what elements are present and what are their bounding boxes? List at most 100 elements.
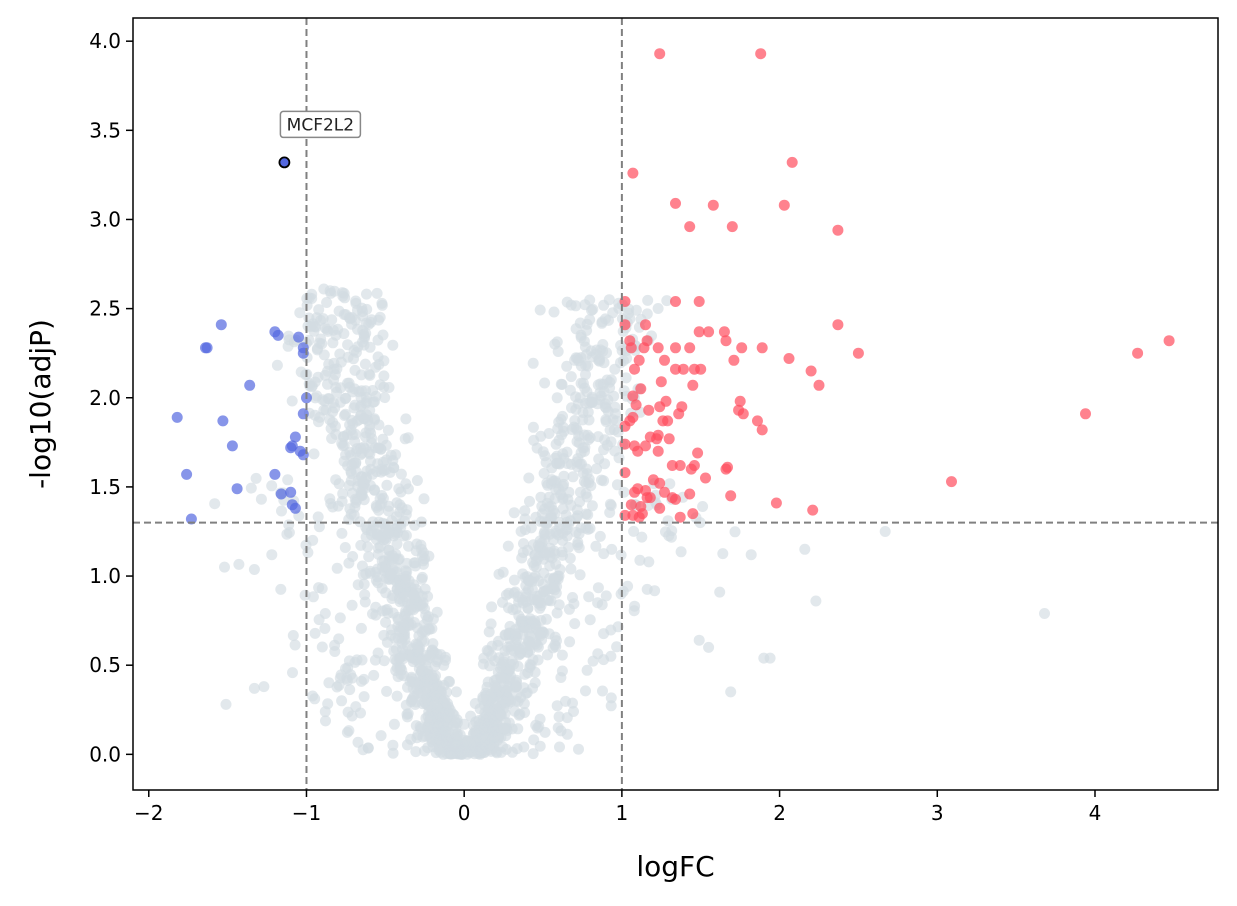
- ns-point: [523, 472, 535, 484]
- ns-point: [597, 345, 609, 357]
- ns-point: [322, 378, 333, 390]
- ns-point: [582, 523, 594, 535]
- ns-point: [527, 748, 539, 760]
- ns-point: [598, 628, 610, 640]
- ns-point: [486, 601, 498, 613]
- ns-point: [572, 539, 584, 551]
- ns-point: [450, 723, 462, 735]
- ns-point: [379, 392, 391, 404]
- ns-point: [334, 612, 346, 624]
- ns-point: [514, 708, 526, 720]
- ns-point: [326, 314, 338, 326]
- ns-point: [331, 386, 343, 398]
- ns-point: [584, 294, 596, 306]
- ns-point: [383, 382, 395, 393]
- ns-point: [492, 707, 504, 719]
- ns-point: [475, 744, 487, 756]
- ns-point: [547, 534, 559, 546]
- ns-point: [374, 379, 386, 391]
- ns-point: [320, 404, 332, 416]
- up-point: [752, 415, 763, 427]
- ns-point: [412, 687, 424, 699]
- down-point: [226, 440, 238, 452]
- ns-point: [652, 303, 664, 314]
- ns-point: [372, 548, 384, 560]
- ns-point: [591, 463, 603, 475]
- ns-point: [563, 541, 575, 553]
- ns-point: [569, 618, 581, 630]
- up-point: [684, 221, 696, 233]
- ns-point: [309, 693, 321, 705]
- ns-point: [605, 692, 617, 704]
- ns-point: [574, 458, 586, 470]
- ns-point: [377, 433, 389, 445]
- up-point: [641, 492, 653, 504]
- ns-point: [387, 339, 399, 351]
- up-point: [786, 156, 798, 168]
- ns-point: [399, 573, 411, 585]
- ns-point: [388, 718, 400, 730]
- up-point: [662, 415, 674, 427]
- ns-point: [622, 580, 634, 592]
- ns-point: [266, 549, 278, 561]
- ns-point: [508, 507, 520, 519]
- up-point: [633, 354, 645, 366]
- ns-point: [333, 305, 345, 317]
- ns-point: [385, 569, 397, 581]
- ns-point: [522, 602, 534, 614]
- ns-point: [371, 287, 383, 299]
- ns-point: [307, 591, 319, 603]
- up-point: [670, 197, 681, 209]
- up-point: [807, 504, 819, 516]
- ns-point: [309, 627, 321, 639]
- ns-point: [387, 739, 399, 751]
- ns-point: [378, 370, 390, 382]
- up-point: [684, 342, 696, 354]
- y-tick-label: 2.0: [89, 386, 121, 410]
- ns-point: [431, 656, 443, 668]
- up-point: [670, 363, 681, 375]
- up-point: [707, 199, 719, 211]
- ns-point: [561, 728, 573, 740]
- ns-point: [592, 597, 604, 609]
- up-point: [734, 395, 746, 407]
- ns-point: [336, 527, 348, 539]
- up-point: [852, 347, 864, 359]
- ns-point: [461, 748, 473, 760]
- ns-point: [397, 653, 409, 665]
- up-point: [687, 508, 699, 520]
- ns-point: [618, 486, 630, 498]
- down-point: [289, 431, 301, 443]
- annotations: MCF2L2: [279, 110, 362, 139]
- ns-point: [313, 614, 325, 626]
- ns-point: [502, 540, 514, 552]
- ns-point: [358, 494, 370, 506]
- ns-point: [550, 641, 562, 653]
- up-point: [692, 447, 704, 459]
- up-point: [633, 511, 645, 523]
- ns-point: [342, 706, 354, 718]
- ns-point: [401, 708, 413, 720]
- ns-point: [520, 587, 532, 599]
- ns-point: [366, 437, 378, 449]
- ns-point: [581, 491, 593, 503]
- ns-point: [551, 392, 563, 404]
- ns-point: [570, 323, 582, 335]
- ns-point: [416, 665, 428, 677]
- ns-point: [299, 589, 311, 601]
- ns-point: [367, 608, 378, 620]
- ns-point: [519, 505, 531, 517]
- ns-point: [318, 349, 330, 361]
- ns-point: [392, 671, 404, 683]
- up-point: [627, 167, 639, 179]
- ns-point: [250, 472, 262, 484]
- ns-point: [209, 498, 221, 510]
- ns-point: [388, 461, 400, 473]
- ns-point: [500, 697, 511, 708]
- ns-point: [399, 433, 411, 445]
- ns-point: [329, 646, 341, 657]
- up-point: [756, 424, 768, 436]
- ns-point: [395, 468, 407, 480]
- ns-point: [548, 306, 560, 318]
- ns-point: [548, 575, 559, 587]
